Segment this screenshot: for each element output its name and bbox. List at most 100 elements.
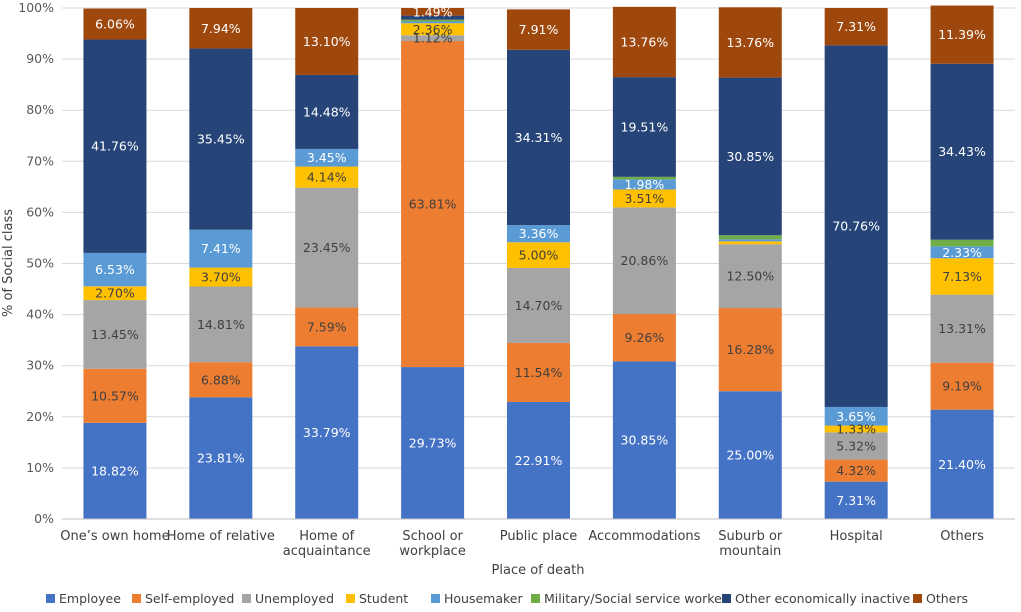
bar-segment (612, 189, 676, 208)
bar-segment (189, 229, 253, 268)
data-label: 4.32% (836, 463, 876, 478)
bar-segment (401, 15, 465, 20)
data-label: 33.79% (303, 425, 351, 440)
legend-label: Employee (59, 591, 121, 606)
bar-segment (295, 8, 359, 75)
legend-label: Unemployed (255, 591, 334, 606)
data-label: 10.57% (91, 388, 139, 403)
bar-segment (612, 314, 676, 362)
data-label: 14.70% (515, 298, 563, 313)
data-label: 5.00% (519, 248, 559, 263)
data-label: 7.41% (201, 241, 241, 256)
data-label: 13.45% (91, 327, 139, 342)
legend-label: Self-employed (145, 591, 234, 606)
data-label: 30.85% (621, 433, 669, 448)
bar-segment (824, 481, 888, 519)
data-label: 7.91% (519, 22, 559, 37)
bar-segment (295, 187, 359, 308)
y-tick-label: 80% (26, 102, 54, 117)
y-tick-label: 60% (26, 204, 54, 219)
x-tick-label: acquaintance (283, 544, 371, 559)
bar-segment (83, 8, 147, 40)
bar-segment (718, 239, 782, 242)
bar-segment (824, 432, 888, 460)
data-label: 13.10% (303, 34, 351, 49)
x-tick-label: Public place (500, 529, 578, 544)
data-label: 12.50% (726, 269, 774, 284)
data-label: 16.28% (726, 342, 774, 357)
x-tick-label: Others (940, 529, 984, 544)
data-label: 19.51% (621, 119, 669, 134)
bar-segment (507, 49, 570, 226)
y-tick-label: 100% (18, 0, 54, 15)
data-label: 34.31% (515, 130, 563, 145)
data-label: 11.54% (515, 365, 563, 380)
bar-segment (189, 362, 253, 398)
legend-label: Student (359, 591, 408, 606)
bar-segment (718, 77, 782, 236)
data-label: 35.45% (197, 132, 245, 147)
data-label: 6.06% (95, 17, 135, 32)
data-label: 7.31% (836, 19, 876, 34)
bar-segment (507, 342, 570, 402)
data-label: 1.33% (836, 421, 876, 436)
bar-segment (507, 267, 570, 343)
data-label: 3.70% (201, 270, 241, 285)
legend-label: Others (926, 591, 968, 606)
bar-segment (507, 9, 570, 50)
x-axis-title: Place of death (492, 563, 585, 578)
data-label: 11.39% (938, 27, 986, 42)
data-label: 25.00% (726, 448, 774, 463)
bar-segment (83, 368, 147, 423)
data-label: 29.73% (409, 436, 457, 451)
x-tick-label: Hospital (830, 529, 883, 544)
x-tick-label: Accommodations (588, 529, 700, 544)
data-label: 14.48% (303, 104, 351, 119)
bar-segment (507, 225, 570, 243)
bar-segment (401, 19, 465, 22)
bar-segment (507, 242, 570, 268)
bar-segment (824, 45, 888, 407)
x-tick-label: Suburb or (718, 529, 783, 544)
bar-segment (507, 401, 570, 519)
bar-segment (612, 179, 676, 190)
bar-segment (930, 239, 994, 247)
legend-swatch (431, 594, 440, 603)
y-tick-label: 40% (26, 307, 54, 322)
bar-segment (83, 39, 147, 253)
bar-segment (718, 308, 782, 392)
bar-segment (401, 35, 465, 42)
bar-segment (718, 7, 782, 78)
data-label: 20.86% (621, 253, 669, 268)
y-tick-label: 30% (26, 358, 54, 373)
x-tick-label: One’s own home (60, 529, 169, 544)
bar-segment (401, 21, 465, 24)
legend-label: Other economically inactive (735, 591, 910, 606)
bar-segment (83, 300, 147, 369)
legend-swatch (913, 594, 922, 603)
data-label: 1.12% (413, 31, 453, 46)
bar-segment (612, 77, 676, 177)
data-label: 3.36% (519, 226, 559, 241)
bar-segment (824, 406, 888, 426)
data-label: 23.81% (197, 451, 245, 466)
legend-swatch (722, 594, 731, 603)
data-label: 30.85% (726, 149, 774, 164)
bar-segment (189, 267, 253, 287)
data-label: 9.26% (625, 330, 665, 345)
data-label: 9.19% (942, 379, 982, 394)
bar-segment (401, 41, 465, 368)
bar-segment (295, 148, 359, 167)
legend-label: Military/Social service worker (544, 591, 728, 606)
data-label: 41.76% (91, 139, 139, 154)
data-label: 22.91% (515, 453, 563, 468)
data-label: 2.36% (413, 22, 453, 37)
data-label: 18.82% (91, 463, 139, 478)
bar-segment (295, 346, 359, 519)
bar-segment (824, 8, 888, 46)
legend-swatch (242, 594, 251, 603)
data-label: 5.32% (836, 438, 876, 453)
bar-segment (401, 8, 465, 16)
x-tick-label: mountain (719, 544, 781, 559)
data-label: 7.13% (942, 269, 982, 284)
